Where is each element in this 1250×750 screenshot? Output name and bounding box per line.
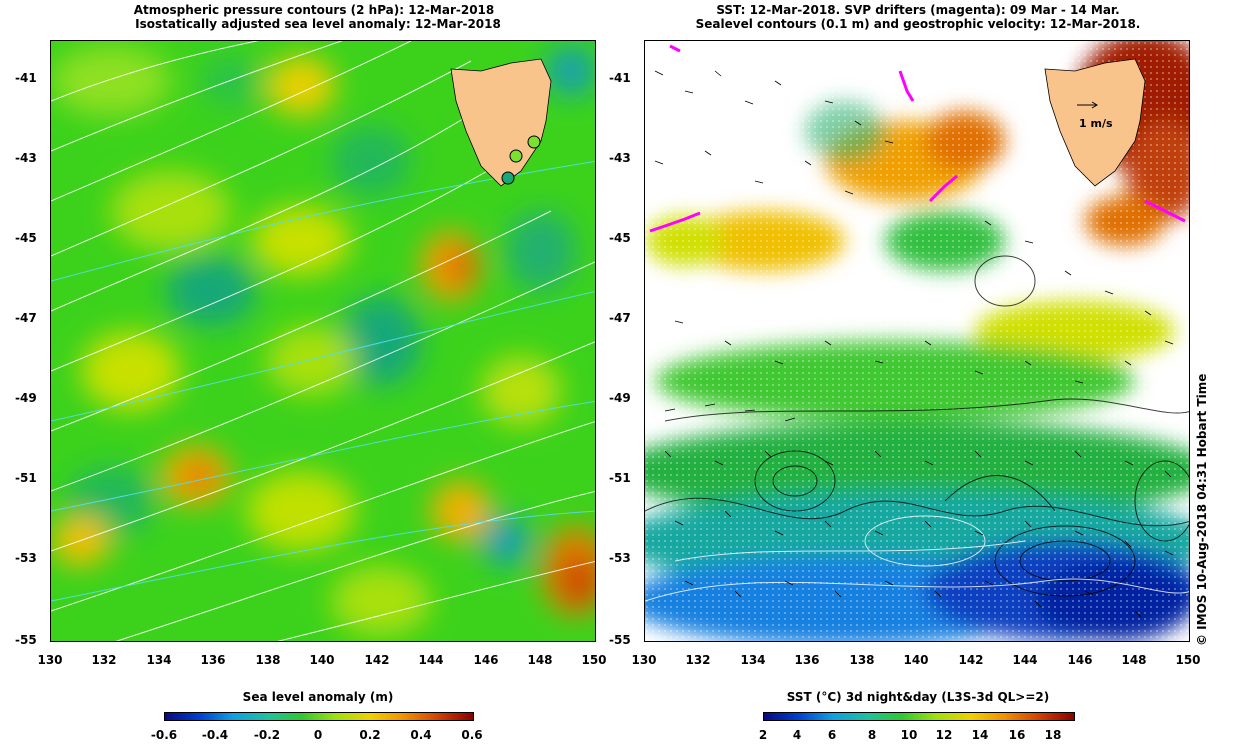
lon-tick-label: 146: [473, 653, 499, 667]
colorbar-tick-label: 0.2: [359, 728, 381, 742]
sst-field-svg: [645, 41, 1189, 641]
lon-tick-label: 144: [418, 653, 444, 667]
lat-tick-label: -51: [15, 471, 37, 485]
colorbar-tick-label: 10: [900, 728, 918, 742]
lat-tick-label: -51: [609, 471, 631, 485]
sla-colorbar: [164, 712, 474, 721]
lat-tick-label: -43: [609, 151, 631, 165]
velocity-scale-label: 1 m/s: [1079, 117, 1113, 130]
lon-tick-label: 148: [1121, 653, 1147, 667]
lon-tick-label: 138: [255, 653, 281, 667]
drifter-marker: [509, 149, 523, 163]
sea-level-contours: [645, 255, 1189, 597]
left-title-line1: Atmospheric pressure contours (2 hPa): 1…: [133, 3, 495, 17]
colorbar-tick-label: 8: [867, 728, 877, 742]
sst-map: 1 m/s: [644, 40, 1190, 642]
sea-level-anomaly-map: [50, 40, 596, 642]
lon-tick-label: 142: [364, 653, 390, 667]
right-title-line2: Sealevel contours (0.1 m) and geostrophi…: [695, 17, 1141, 31]
lon-tick-label: 140: [309, 653, 335, 667]
lon-tick-label: 142: [958, 653, 984, 667]
lat-tick-label: -41: [609, 71, 631, 85]
lon-tick-label: 144: [1012, 653, 1038, 667]
sla-field-svg: [51, 41, 595, 641]
colorbar-tick-label: 14: [971, 728, 989, 742]
sst-colorbar: [763, 712, 1075, 721]
lon-tick-label: 138: [849, 653, 875, 667]
colorbar-tick-label: 2: [758, 728, 768, 742]
colorbar-tick-label: 18: [1044, 728, 1062, 742]
lon-tick-label: 130: [631, 653, 657, 667]
lon-tick-label: 134: [740, 653, 766, 667]
lat-tick-label: -45: [15, 231, 37, 245]
tasmania-land-right: [1044, 58, 1146, 187]
lon-tick-label: 130: [37, 653, 63, 667]
left-colorbar-title: Sea level anomaly (m): [242, 690, 394, 704]
lat-tick-label: -53: [15, 551, 37, 565]
lat-tick-label: -47: [609, 311, 631, 325]
colorbar-tick-label: 0: [313, 728, 323, 742]
geostrophic-velocity-arrows: [654, 70, 1174, 618]
lat-tick-label: -55: [15, 633, 37, 647]
lon-tick-label: 136: [200, 653, 226, 667]
drifter-tracks: [649, 44, 1186, 233]
sla-anomaly-blobs: [51, 46, 595, 636]
lat-tick-label: -43: [15, 151, 37, 165]
lon-tick-label: 150: [1175, 653, 1201, 667]
colorbar-tick-label: 4: [792, 728, 802, 742]
left-title-line2: Isostatically adjusted sea level anomaly…: [135, 17, 501, 31]
lon-tick-label: 136: [794, 653, 820, 667]
credit-text: © IMOS 10-Aug-2018 04:31 Hobart Time: [1195, 373, 1209, 646]
colorbar-tick-label: -0.4: [201, 728, 229, 742]
lon-tick-label: 146: [1067, 653, 1093, 667]
lon-tick-label: 148: [527, 653, 553, 667]
colorbar-tick-label: 6: [827, 728, 837, 742]
lon-tick-label: 134: [146, 653, 172, 667]
lat-tick-label: -47: [15, 311, 37, 325]
lat-tick-label: -49: [15, 391, 37, 405]
white-sea-level-contours: [645, 515, 1189, 602]
pressure-contours: [51, 41, 595, 641]
lat-tick-label: -55: [609, 633, 631, 647]
drifter-marker: [527, 135, 541, 149]
colorbar-tick-label: -0.2: [253, 728, 281, 742]
right-title-line1: SST: 12-Mar-2018. SVP drifters (magenta)…: [716, 3, 1120, 17]
right-colorbar-title: SST (°C) 3d night&day (L3S-3d QL>=2): [786, 690, 1050, 704]
tasmania-land: [450, 58, 552, 187]
lat-tick-label: -45: [609, 231, 631, 245]
colorbar-tick-label: 12: [935, 728, 953, 742]
lon-tick-label: 132: [91, 653, 117, 667]
colorbar-tick-label: -0.6: [150, 728, 178, 742]
lon-tick-label: 150: [581, 653, 607, 667]
lat-tick-label: -53: [609, 551, 631, 565]
colorbar-tick-label: 0.6: [461, 728, 483, 742]
lat-tick-label: -49: [609, 391, 631, 405]
colorbar-tick-label: 0.4: [410, 728, 432, 742]
drifter-marker: [501, 171, 515, 185]
lon-tick-label: 132: [685, 653, 711, 667]
colorbar-tick-label: 16: [1008, 728, 1026, 742]
lat-tick-label: -41: [15, 71, 37, 85]
lon-tick-label: 140: [903, 653, 929, 667]
